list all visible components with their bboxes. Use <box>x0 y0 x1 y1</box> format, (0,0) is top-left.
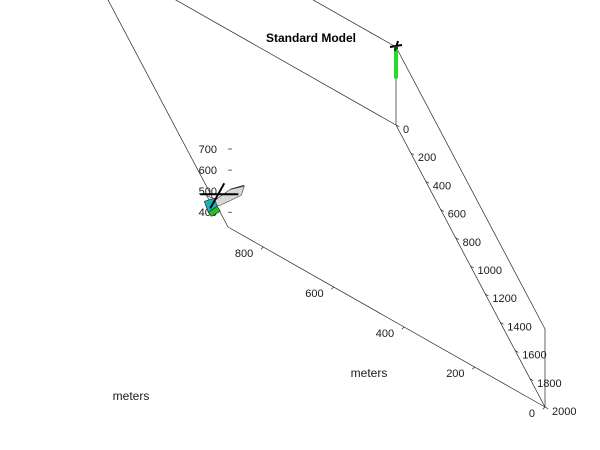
edge-y-bottom-front <box>227 226 546 408</box>
y-tick-label: 0 <box>529 408 535 420</box>
x-axis-label: meters <box>351 366 388 380</box>
helicopter-fuselage <box>394 46 398 49</box>
y-tick-mark <box>542 406 546 410</box>
x-tick-label: 800 <box>463 237 481 249</box>
y-tick-mark <box>260 246 264 250</box>
x-tick-mark <box>529 378 534 381</box>
helicopter-tail-boom <box>230 184 245 190</box>
y-tick-mark <box>472 366 475 370</box>
y-tick-label: 600 <box>305 288 323 300</box>
helicopter-rotor-blade <box>209 182 226 209</box>
y-tick-mark <box>401 326 405 330</box>
y-tick-label: 400 <box>376 328 394 340</box>
edge-y-top-back <box>312 0 397 48</box>
x-tick-mark <box>395 124 400 128</box>
z-tick-label: 600 <box>199 165 217 177</box>
helicopter-model-start <box>389 40 403 52</box>
x-tick-mark <box>425 181 430 184</box>
trajectory-marker <box>394 72 398 77</box>
x-tick-mark <box>485 293 489 297</box>
helicopter-skid <box>207 205 221 217</box>
x-tick-label: 1000 <box>478 265 502 277</box>
trajectory-marker <box>394 63 398 68</box>
y-tick-mark <box>331 286 334 290</box>
helicopter-model-end <box>200 182 245 217</box>
x-tick-label: 1200 <box>492 293 516 305</box>
x-tick-mark <box>500 322 504 325</box>
chart-title: Standard Model <box>266 31 356 45</box>
trajectory-marker <box>394 55 398 60</box>
x-tick-label: 0 <box>403 124 409 136</box>
x-tick-label: 200 <box>418 152 436 164</box>
x-tick-label: 1600 <box>522 350 546 362</box>
trajectory-marker <box>394 57 398 62</box>
trajectory-marker <box>394 53 398 58</box>
z-tick-label: 700 <box>199 144 217 156</box>
y-axis-label: meters <box>113 389 150 403</box>
axes-box <box>107 0 546 408</box>
trajectory-marker <box>394 59 398 64</box>
x-tick-mark <box>455 237 459 240</box>
trajectory-marker <box>394 51 398 56</box>
trajectory-marker <box>394 74 398 79</box>
x-tick-label: 600 <box>448 209 466 221</box>
x-tick-label: 400 <box>433 180 451 192</box>
y-tick-label: 200 <box>446 368 464 380</box>
trajectory-marker <box>394 70 398 75</box>
x-tick-mark <box>470 265 474 269</box>
x-tick-mark <box>440 209 445 212</box>
x-tick-mark <box>544 406 549 410</box>
trajectory-marker <box>394 66 398 71</box>
trajectory-marker <box>394 61 398 66</box>
x-tick-mark <box>410 152 415 156</box>
x-tick-label: 1400 <box>507 321 531 333</box>
axis-ticks: 0 200 400 600 800 1000 1200 1400 1600 1800 2000 0 20… <box>199 124 577 420</box>
edge-y-bottom-back <box>175 0 397 126</box>
trajectory-marker <box>394 68 398 73</box>
helicopter-models <box>200 40 403 217</box>
trajectory-marker <box>394 49 398 54</box>
edge-x-top-back <box>395 46 546 330</box>
x-tick-mark <box>515 350 519 353</box>
edge-x-bottom-left <box>107 0 229 228</box>
y-tick-label: 800 <box>235 248 253 260</box>
x-tick-label: 1800 <box>537 378 561 390</box>
x-tick-label: 2000 <box>552 406 576 418</box>
